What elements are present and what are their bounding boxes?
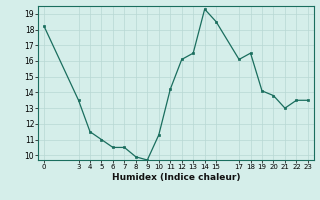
X-axis label: Humidex (Indice chaleur): Humidex (Indice chaleur): [112, 173, 240, 182]
